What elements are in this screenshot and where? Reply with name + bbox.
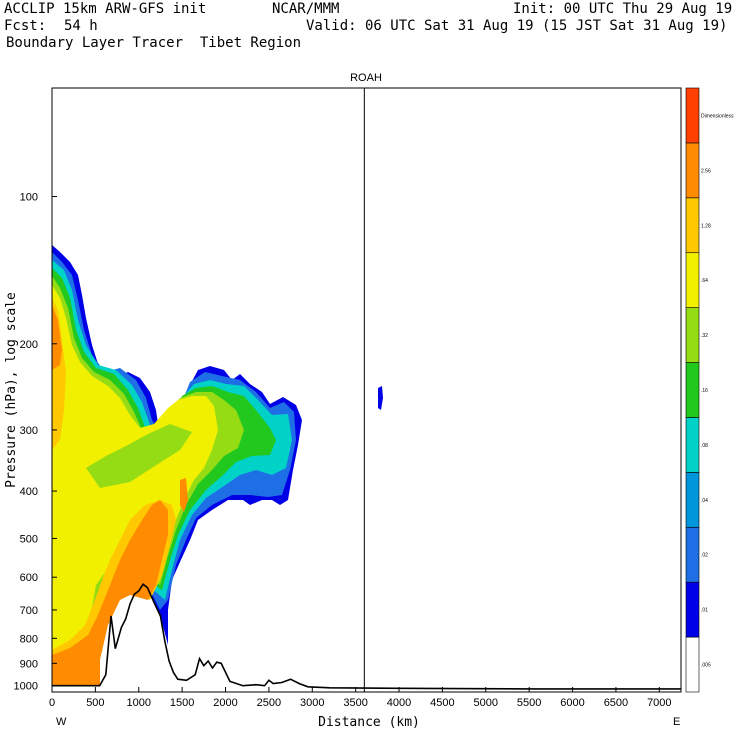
colorbar-label: .04 — [701, 498, 708, 504]
x-tick-label: 2500 — [257, 697, 281, 709]
colorbar-label: .01 — [701, 608, 708, 614]
init-time: Init: 00 UTC Thu 29 Aug 19 — [513, 1, 733, 17]
y-tick-label: 100 — [20, 192, 38, 204]
x-axis-label: Distance (km) — [318, 715, 420, 730]
colorbar-label: .16 — [701, 388, 708, 394]
y-tick-label: 1000 — [14, 681, 38, 693]
colorbar-swatch — [685, 362, 700, 418]
terrain-line — [52, 583, 681, 690]
colorbar-label: .64 — [701, 278, 708, 284]
colorbar-swatch — [685, 252, 700, 308]
colorbar-swatch — [685, 472, 700, 528]
x-tick-label: 1000 — [127, 697, 151, 709]
plot-title: ROAH — [350, 72, 382, 84]
y-tick-label: 200 — [20, 339, 38, 351]
field-title: Boundary Layer Tracer Tibet Region — [6, 35, 302, 51]
tracer-band-yellow-inlet — [86, 424, 192, 488]
tracer-blue-speck — [378, 386, 383, 410]
colorbar-swatch — [685, 87, 700, 144]
tracer-band-orange-3 — [180, 478, 188, 512]
x-tick-label: 3500 — [343, 697, 367, 709]
colorbar-swatch — [685, 197, 700, 254]
x-tick-label: 2000 — [213, 697, 237, 709]
forecast-hours: 54 h — [64, 18, 98, 34]
tracer-band-orange — [52, 305, 62, 370]
x-tick-label: 6000 — [560, 697, 584, 709]
colorbar-swatch — [685, 142, 700, 199]
colorbar-label: 2.56 — [701, 168, 711, 174]
colorbar-label: 1.28 — [701, 223, 711, 229]
colorbar: .005 .01 .02 .04 .08 .16 .32 .64 1.28 2.56 Dimensi… — [685, 87, 734, 693]
x-tick-label: 5000 — [474, 697, 498, 709]
colorbar-label: .08 — [701, 443, 708, 449]
model-title: ACCLIP 15km ARW-GFS init — [4, 1, 207, 17]
x-tick-label: 4000 — [387, 697, 411, 709]
x-tick-label: 4500 — [430, 697, 454, 709]
y-tick-label: 600 — [20, 572, 38, 584]
forecast-label: Fcst: — [4, 18, 47, 34]
plot-frame — [51, 87, 682, 693]
colorbar-swatch — [685, 307, 700, 363]
y-tick-label: 400 — [20, 486, 38, 498]
x-tick-label: 3000 — [300, 697, 324, 709]
colorbar-swatch — [685, 526, 700, 583]
x-tick-label: 500 — [86, 697, 104, 709]
center-label: NCAR/MMM — [272, 1, 340, 17]
west-label: W — [56, 716, 67, 728]
y-tick-label: 700 — [20, 605, 38, 617]
y-tick-label: 300 — [20, 425, 38, 437]
tracer-field — [52, 245, 383, 685]
y-tick-label: 500 — [20, 533, 38, 545]
x-tick-label: 6500 — [604, 697, 628, 709]
x-tick-label: 1500 — [170, 697, 194, 709]
colorbar-label: Dimensionless — [701, 113, 734, 119]
valid-time: Valid: 06 UTC Sat 31 Aug 19 (15 JST Sat … — [306, 18, 728, 34]
east-label: E — [673, 716, 680, 728]
x-tick-label: 7000 — [647, 697, 671, 709]
colorbar-label: .005 — [701, 663, 711, 669]
y-tick-label: 800 — [20, 633, 38, 645]
colorbar-swatch — [685, 581, 700, 638]
tracer-band-orange-2 — [52, 500, 168, 685]
colorbar-label: .32 — [701, 333, 708, 339]
colorbar-swatch — [685, 417, 700, 473]
tracer-band-yellow — [52, 285, 218, 685]
y-axis-label: Pressure (hPa), log scale — [4, 292, 19, 488]
x-tick-label: 0 — [49, 697, 55, 709]
colorbar-swatch — [685, 636, 700, 693]
x-tick-label: 5500 — [517, 697, 541, 709]
colorbar-label: .02 — [701, 553, 708, 559]
y-tick-label: 900 — [20, 658, 38, 670]
